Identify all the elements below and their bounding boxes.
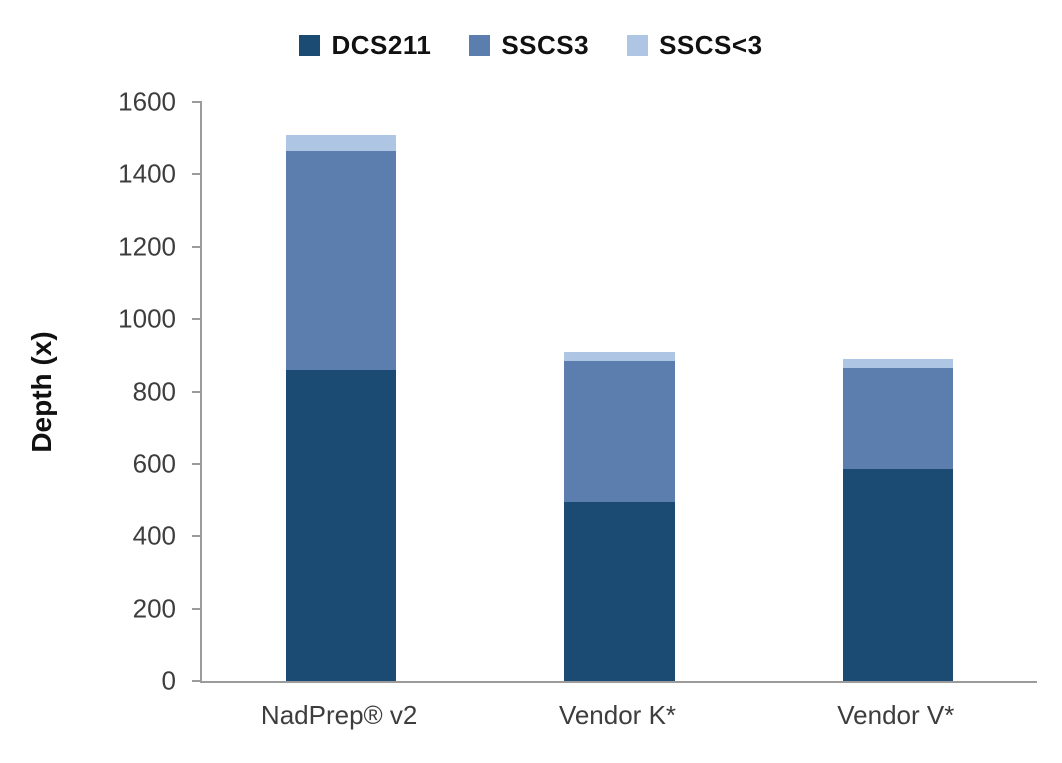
y-tick-label: 800 bbox=[132, 376, 176, 406]
legend: DCS211 SSCS3 SSCS<3 bbox=[0, 30, 1062, 61]
y-tick-label: 1000 bbox=[118, 303, 176, 334]
legend-swatch-icon bbox=[627, 35, 649, 56]
x-category-label: Vendor K* bbox=[558, 700, 677, 730]
stacked-bar-1 bbox=[286, 102, 397, 681]
bar-segment bbox=[286, 369, 397, 681]
bar-segment bbox=[842, 368, 953, 470]
x-category-label: Vendor V* bbox=[837, 700, 955, 730]
y-tick-label: 400 bbox=[132, 520, 176, 551]
y-tick-mark bbox=[192, 535, 202, 538]
plot-area bbox=[192, 101, 1037, 683]
legend-item: DCS211 bbox=[299, 30, 431, 61]
bar-segment bbox=[564, 351, 675, 361]
y-tick-label: 0 bbox=[161, 665, 176, 696]
bar-segment bbox=[842, 469, 953, 681]
y-tick-mark bbox=[192, 462, 202, 465]
legend-label: DCS211 bbox=[331, 30, 432, 60]
stacked-bar-3 bbox=[842, 102, 953, 681]
y-tick-label: 200 bbox=[132, 593, 176, 624]
y-tick-mark bbox=[192, 318, 202, 321]
legend-label: SSCS3 bbox=[501, 30, 590, 60]
legend-item: SSCS3 bbox=[469, 30, 589, 61]
x-axis-category-labels: NadPrep® v2 Vendor K* Vendor V* bbox=[200, 700, 1035, 731]
bar-segment bbox=[564, 360, 675, 502]
bar-segment bbox=[564, 501, 675, 681]
legend-label: SSCS<3 bbox=[659, 30, 763, 60]
y-tick-mark bbox=[192, 245, 202, 248]
x-category-label: NadPrep® v2 bbox=[260, 700, 418, 730]
legend-swatch-icon bbox=[299, 35, 321, 56]
stacked-bar-2 bbox=[564, 102, 675, 681]
y-tick-label: 600 bbox=[132, 448, 176, 479]
y-tick-mark bbox=[192, 101, 202, 103]
bar-segment bbox=[842, 358, 953, 368]
legend-item: SSCS<3 bbox=[627, 30, 762, 61]
y-axis-tick-labels: 0 200 400 600 800 1000 1200 1400 1600 bbox=[0, 87, 176, 696]
y-tick-label: 1200 bbox=[118, 231, 176, 262]
y-tick-label: 1600 bbox=[118, 86, 176, 117]
bar-segment bbox=[286, 134, 397, 151]
y-tick-mark bbox=[192, 680, 202, 682]
legend-swatch-icon bbox=[469, 35, 491, 56]
y-tick-mark bbox=[192, 607, 202, 610]
bar-segment bbox=[286, 150, 397, 370]
y-tick-label: 1400 bbox=[118, 158, 176, 189]
y-tick-mark bbox=[192, 390, 202, 393]
y-tick-mark bbox=[192, 173, 202, 176]
